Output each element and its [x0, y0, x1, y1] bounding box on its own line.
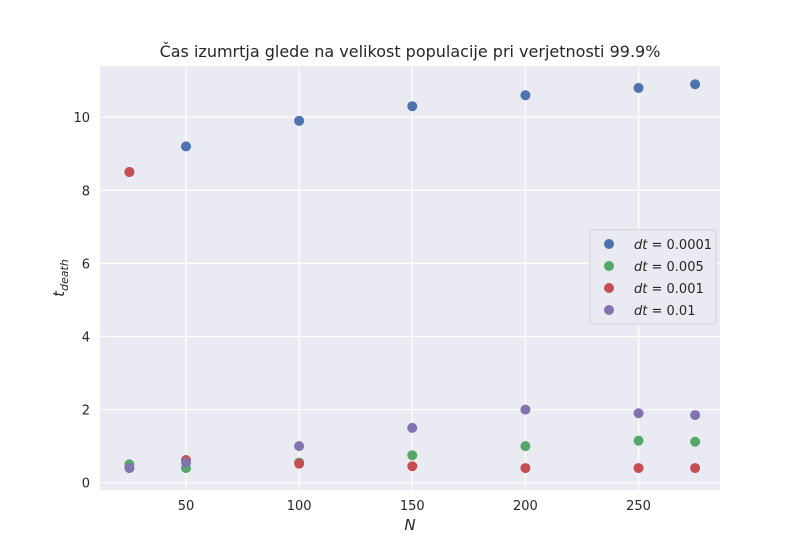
data-point [180, 141, 191, 152]
data-point [633, 463, 644, 474]
chart-title: Čas izumrtja glede na velikost populacij… [160, 42, 661, 61]
legend-marker [604, 283, 614, 293]
data-point [690, 463, 701, 474]
y-tick-label: 10 [73, 111, 90, 126]
y-axis-label-main: t [50, 290, 68, 297]
legend-label-var: dt [634, 304, 648, 319]
y-tick-label: 0 [82, 477, 90, 492]
legend-box [589, 229, 717, 325]
legend-label: dt = 0.001 [634, 282, 704, 297]
legend-label-var: dt [634, 238, 648, 253]
data-point [633, 435, 644, 446]
data-point [520, 404, 531, 415]
legend-label-value: = 0.0001 [647, 238, 712, 253]
legend-marker [604, 305, 614, 315]
legend-marker [604, 261, 614, 271]
data-point [294, 458, 305, 469]
x-axis-label: N [404, 516, 415, 534]
legend-label: dt = 0.005 [634, 260, 704, 275]
y-tick-label: 8 [82, 184, 90, 199]
legend-label-var: dt [634, 260, 648, 275]
legend-label: dt = 0.0001 [634, 238, 712, 253]
x-tick-label: 250 [626, 499, 651, 514]
data-point [294, 115, 305, 126]
legend-label-value: = 0.005 [647, 260, 703, 275]
y-tick-label: 4 [82, 330, 90, 345]
data-point [407, 461, 418, 472]
data-point [180, 457, 191, 468]
y-axis-label: tdeath [50, 259, 71, 297]
data-point [520, 463, 531, 474]
legend-label-var: dt [634, 282, 648, 297]
x-tick-label: 150 [400, 499, 425, 514]
x-tick-label: 200 [513, 499, 538, 514]
data-point [124, 167, 135, 177]
data-point [124, 463, 135, 474]
legend-label-value: = 0.01 [647, 304, 695, 319]
grid [100, 66, 720, 490]
legend-label: dt = 0.01 [634, 304, 695, 319]
data-point [520, 90, 531, 101]
tick-labels: 50 100 150 200 250 0 2 4 6 8 10 [73, 111, 651, 514]
x-tick-label: 100 [287, 499, 312, 514]
data-point [407, 101, 418, 112]
data-point [407, 422, 418, 433]
data-point [690, 436, 701, 447]
data-point [294, 441, 305, 452]
data-point [520, 441, 531, 452]
data-point [690, 79, 701, 90]
data-point [633, 82, 644, 93]
x-tick-label: 50 [178, 499, 195, 514]
data-points [124, 79, 701, 474]
data-point [690, 410, 701, 421]
legend-label-value: = 0.001 [647, 282, 703, 297]
y-tick-label: 2 [82, 404, 90, 419]
data-point [407, 450, 418, 461]
y-tick-label: 6 [82, 257, 90, 272]
y-axis-label-sub: death [58, 259, 71, 291]
legend-marker [604, 239, 614, 249]
data-point [633, 408, 644, 419]
